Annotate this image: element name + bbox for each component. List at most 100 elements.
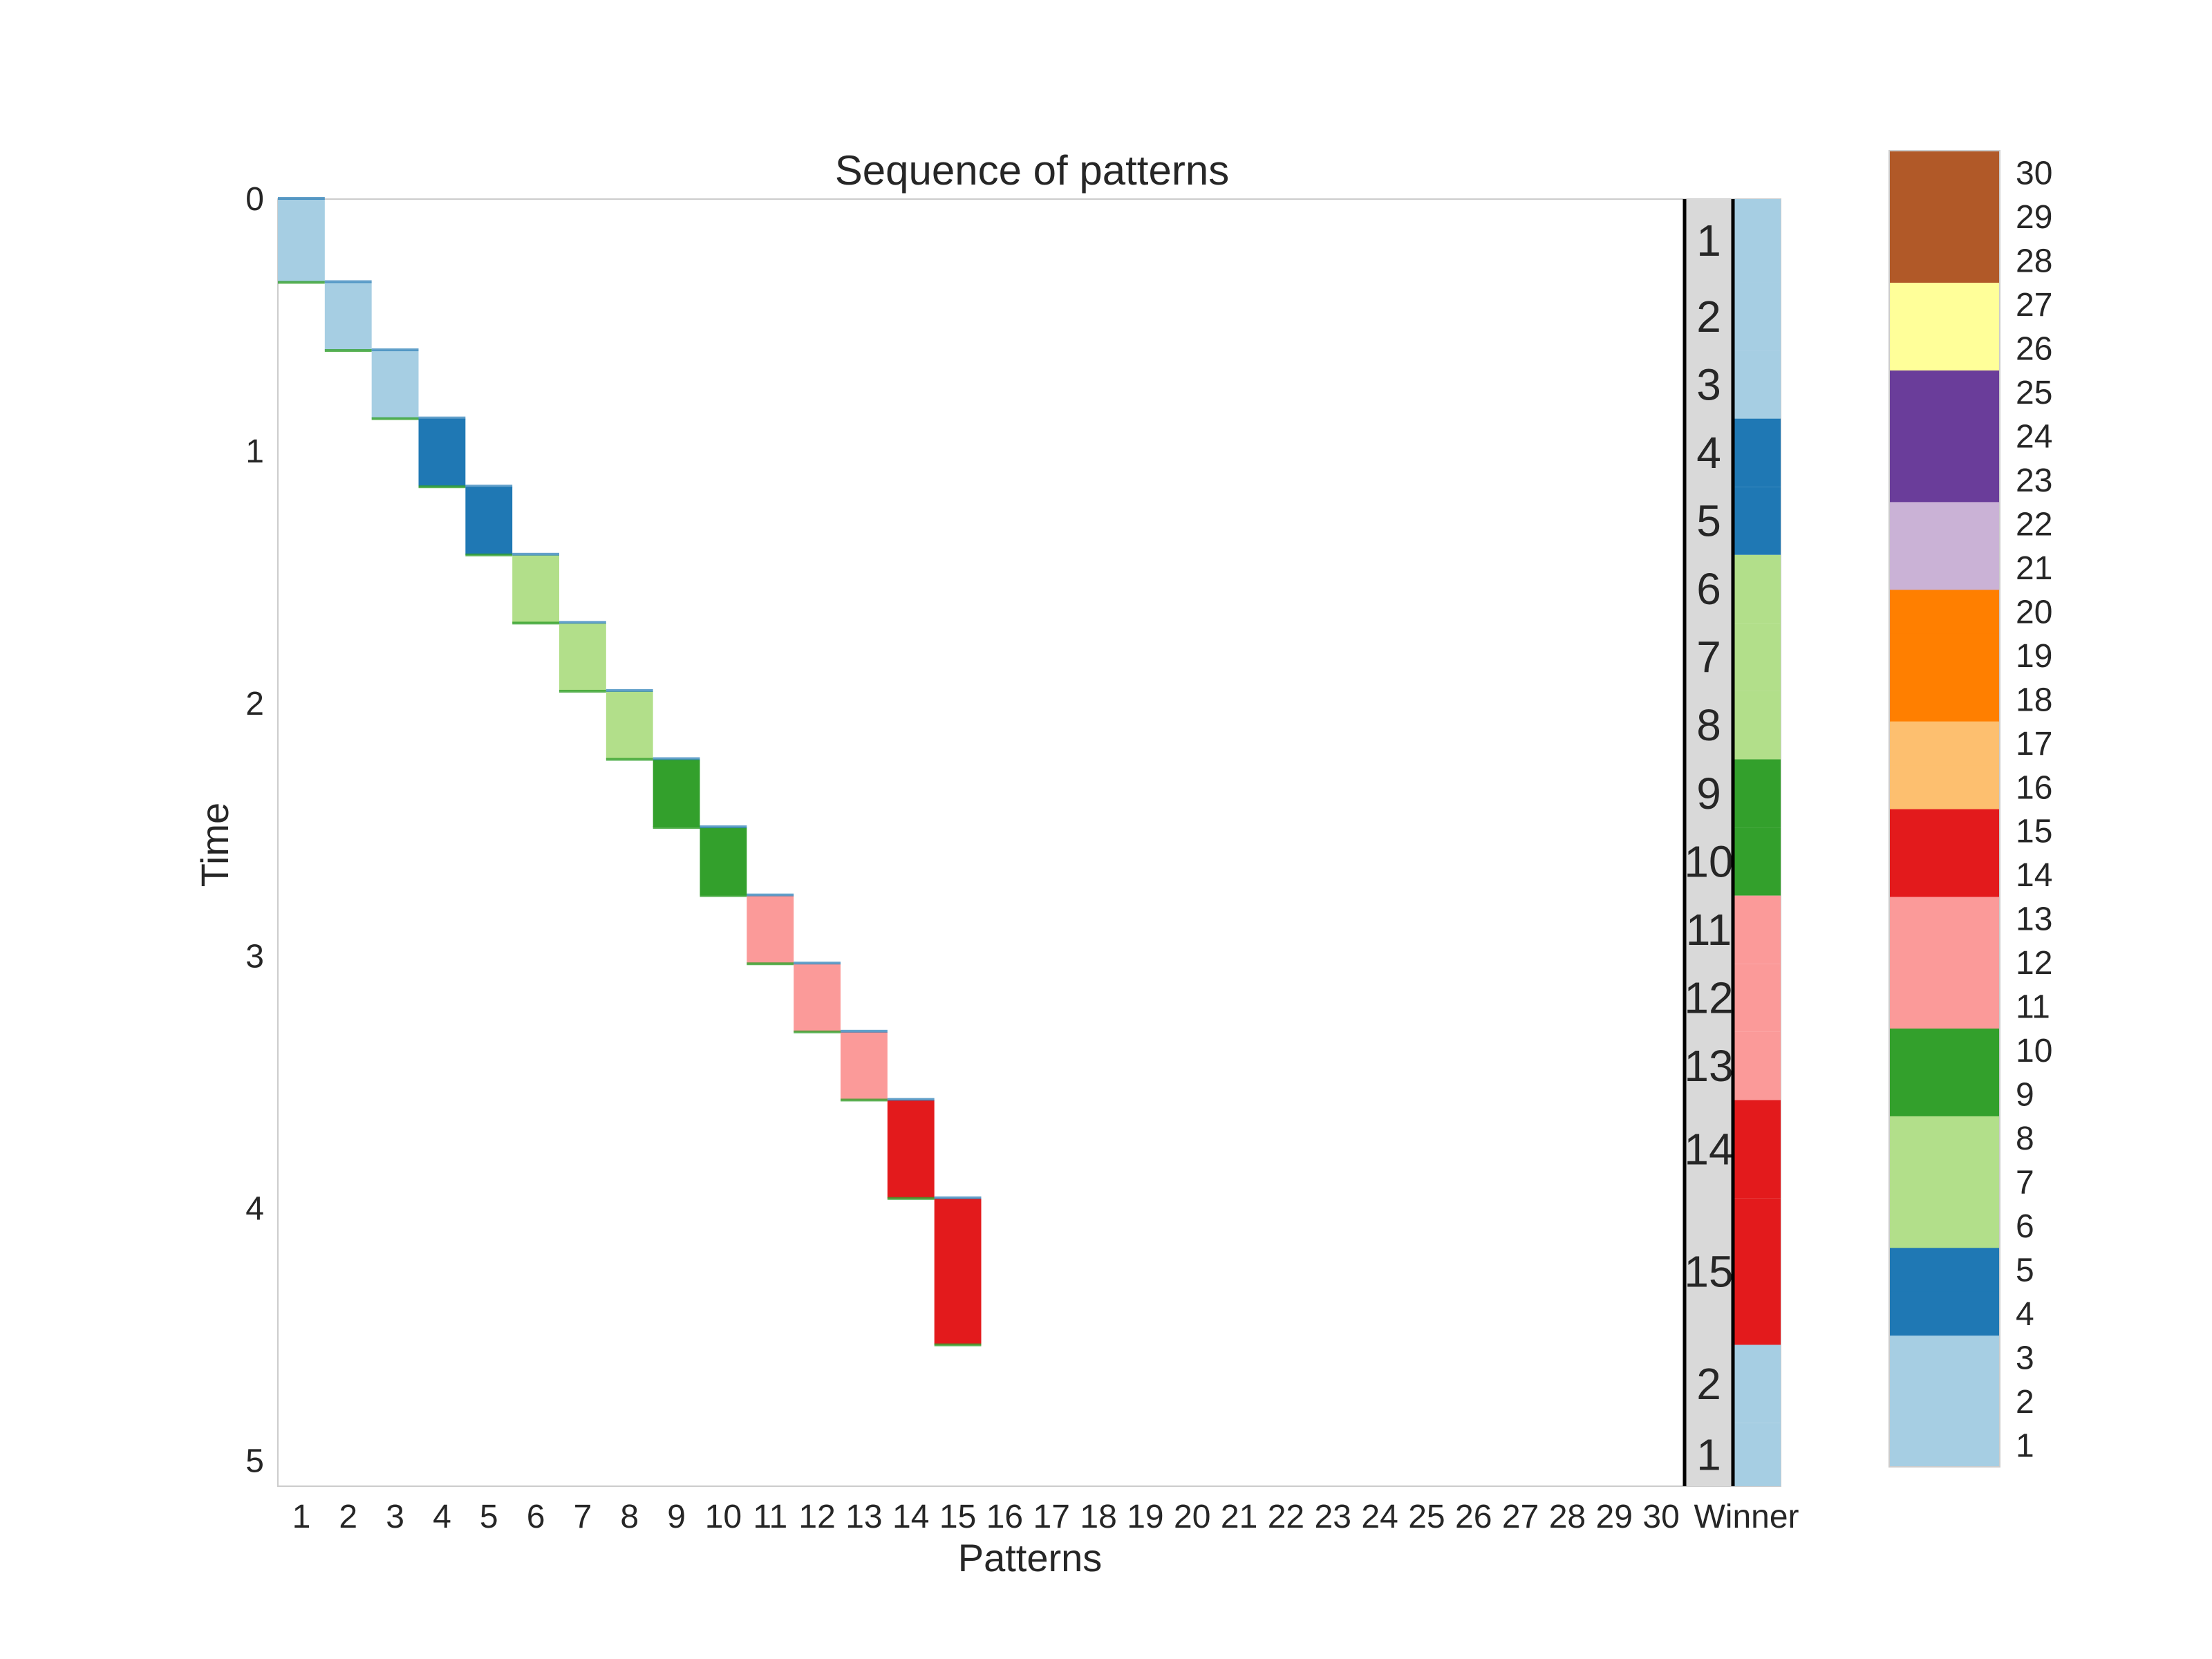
x-tick-label: 29 [1596,1499,1633,1535]
colorbar-segment [1889,1335,2000,1380]
winner-label: 1 [1696,216,1721,265]
activation-bar-edge [512,621,559,625]
colorbar-segment [1889,238,2000,283]
plot-frame [277,198,1781,1487]
activation-bar [887,1100,935,1199]
colorbar-segment [1889,458,2000,503]
activation-bar-edge [559,621,606,624]
x-tick-label: 14 [892,1499,929,1535]
colorbar-segment [1889,1291,2000,1336]
activation-bar-edge [559,689,606,693]
winner-segment [1733,759,1781,828]
winner-label: 1 [1696,1430,1721,1479]
colorbar-segment [1889,1423,2000,1468]
colorbar-tick-label: 26 [2016,331,2052,368]
activation-bar [512,554,559,624]
activation-bar-edge [418,416,466,420]
x-tick-label: 5 [480,1499,498,1535]
x-tick-label: 18 [1080,1499,1116,1535]
colorbar-tick-label: 15 [2016,814,2052,850]
colorbar-tick-label: 22 [2016,506,2052,543]
colorbar-frame [1888,150,2000,1468]
x-tick-label: 3 [386,1499,404,1535]
colorbar-tick-label: 11 [2016,989,2050,1026]
colorbar-segment [1889,282,2000,327]
colorbar-segment [1889,940,2000,985]
winner-label: 15 [1684,1247,1733,1297]
x-axis-label: Patterns [958,1536,1103,1580]
x-tick-label: 20 [1174,1499,1210,1535]
activation-bar-edge [512,552,559,556]
activation-bar-edge [418,485,466,489]
x-tick-label: 10 [705,1499,742,1535]
winner-segment [1733,282,1781,351]
winner-label: 14 [1684,1125,1733,1174]
colorbar-segment [1889,809,2000,854]
colorbar-segment [1889,633,2000,678]
winner-segment [1733,964,1781,1032]
y-axis-label: Time [193,803,236,887]
colorbar-segment [1889,326,2000,371]
colorbar-tick-label: 8 [2016,1121,2034,1157]
x-tick-label: 26 [1455,1499,1492,1535]
x-tick-label: 13 [845,1499,882,1535]
x-tick-label: 1 [292,1499,311,1535]
winner-label: 3 [1696,359,1721,409]
colorbar-segment [1889,370,2000,415]
winner-segment [1733,418,1781,487]
activation-bar-edge [794,962,841,965]
activation-bar-edge [700,894,747,897]
y-tick-label: 3 [245,938,264,975]
winner-label: 2 [1696,1359,1721,1409]
x-tick-label: 24 [1361,1499,1398,1535]
winner-label: 10 [1684,836,1733,886]
colorbar-tick-label: 23 [2016,462,2052,499]
winner-segment [1733,554,1781,624]
colorbar-segment [1889,1116,2000,1161]
activation-bar [278,199,325,283]
activation-bar-edge [841,1029,888,1033]
x-tick-label: 4 [433,1499,451,1535]
winner-segment [1733,350,1781,419]
winner-segment [1733,1198,1781,1345]
colorbar-segment [1889,1247,2000,1292]
activation-bar-edge [278,281,325,284]
activation-bar-edge [371,417,419,420]
activation-bar-edge [324,349,372,353]
colorbar-tick-label: 6 [2016,1208,2034,1245]
x-tick-label: 6 [527,1499,545,1535]
winner-segment [1733,1100,1781,1199]
y-tick-label: 2 [245,686,264,722]
x-tick-label: 22 [1268,1499,1304,1535]
winner-tick-label: Winner [1694,1499,1799,1535]
winner-label: 8 [1696,700,1721,750]
colorbar-tick-label: 17 [2016,726,2052,762]
colorbar-segment [1889,677,2000,722]
winner-label-column [1685,199,1733,1486]
chart-title: Sequence of patterns [835,147,1229,194]
colorbar-tick-label: 21 [2016,550,2052,587]
winner-segment [1733,199,1781,283]
x-tick-label: 21 [1221,1499,1257,1535]
colorbar-tick-label: 29 [2016,199,2052,236]
activation-bar-edge [934,1343,982,1347]
winner-label: 4 [1696,428,1721,478]
winner-segment [1733,1423,1781,1486]
winner-segment [1733,827,1781,896]
colorbar-segment [1889,852,2000,897]
colorbar-segment [1889,1203,2000,1248]
x-tick-label: 2 [339,1499,357,1535]
colorbar-tick-label: 4 [2016,1296,2034,1333]
x-tick-label: 19 [1127,1499,1163,1535]
x-tick-label: 25 [1408,1499,1445,1535]
winner-label: 2 [1696,292,1721,341]
winner-label: 13 [1684,1041,1733,1091]
colorbar-tick-label: 9 [2016,1077,2034,1114]
colorbar-tick-label: 16 [2016,769,2052,806]
activation-bar-edge [934,1196,982,1199]
x-tick-label: 27 [1502,1499,1539,1535]
colorbar-tick-label: 1 [2016,1427,2034,1464]
activation-bar-edge [653,757,700,760]
